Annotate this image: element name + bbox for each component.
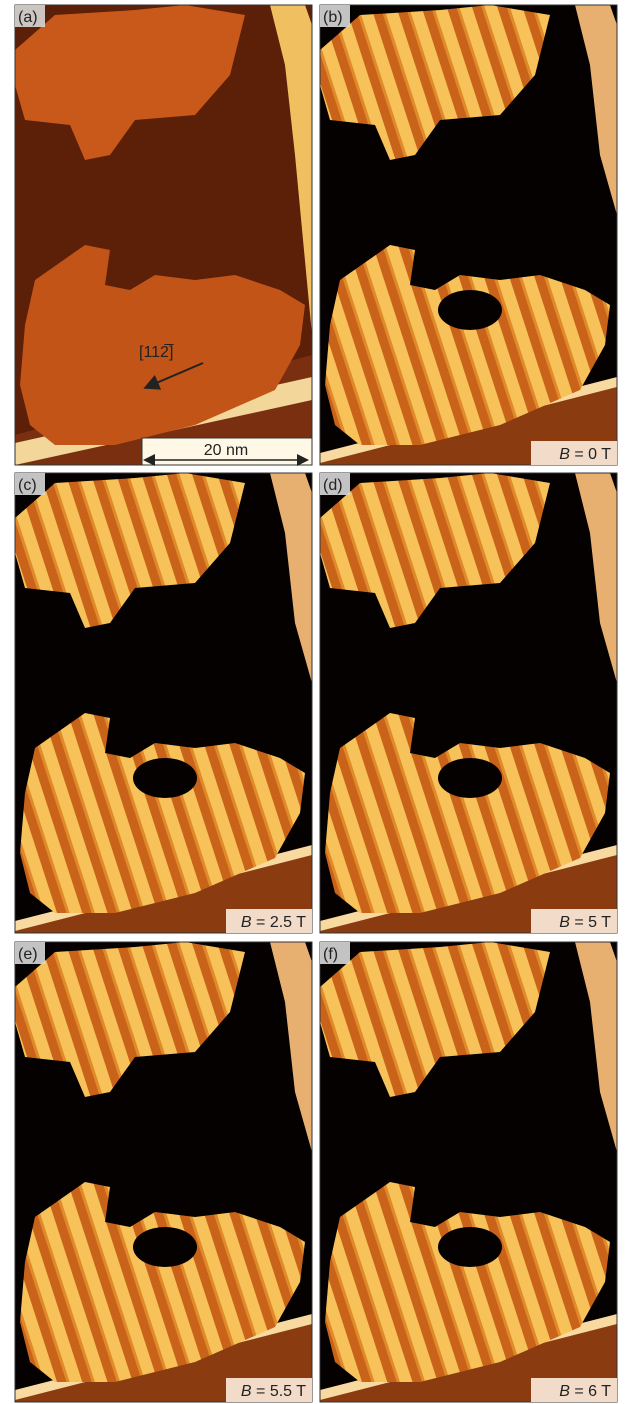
panel-label: (a) — [18, 9, 38, 26]
field-label: B = 2.5 T — [241, 914, 306, 931]
field-label: B = 5 T — [559, 914, 611, 931]
field-value: = 5.5 T — [252, 1383, 307, 1400]
field-value: = 0 T — [570, 446, 611, 463]
panel-label: (b) — [323, 9, 343, 26]
panel: (b) B = 0 T — [320, 5, 617, 465]
field-label: B = 0 T — [559, 446, 611, 463]
field-symbol: B — [559, 446, 570, 463]
panel-label: (e) — [18, 946, 38, 963]
field-symbol: B — [559, 1383, 570, 1400]
panel-label: (d) — [323, 477, 343, 494]
field-symbol: B — [241, 1383, 252, 1400]
panel-label: (f) — [323, 946, 338, 963]
panel-image — [15, 5, 312, 465]
scale-label: 20 nm — [204, 442, 248, 459]
field-value: = 5 T — [570, 914, 611, 931]
panel: (a) [112̅] 20 nm — [15, 5, 312, 465]
panel-image — [15, 942, 312, 1402]
page: (a) [112̅] 20 nm (b) B = 0 T (c) B = 2.5 T (d) B… — [0, 0, 629, 1404]
panel-label: (c) — [18, 477, 37, 494]
figure: (a) [112̅] 20 nm (b) B = 0 T (c) B = 2.5 T (d) B… — [0, 0, 629, 1404]
field-value: = 2.5 T — [252, 914, 307, 931]
direction-label: [112̅] — [139, 343, 174, 361]
panel-image — [320, 5, 617, 465]
panel-image — [320, 942, 617, 1402]
panel: (c) B = 2.5 T — [15, 473, 312, 933]
panel: (d) B = 5 T — [320, 473, 617, 933]
field-symbol: B — [241, 914, 252, 931]
field-label: B = 5.5 T — [241, 1383, 306, 1400]
field-label: B = 6 T — [559, 1383, 611, 1400]
panel-image — [320, 473, 617, 933]
panel: (f) B = 6 T — [320, 942, 617, 1402]
field-symbol: B — [559, 914, 570, 931]
field-value: = 6 T — [570, 1383, 611, 1400]
panel-image — [15, 473, 312, 933]
panel: (e) B = 5.5 T — [15, 942, 312, 1402]
